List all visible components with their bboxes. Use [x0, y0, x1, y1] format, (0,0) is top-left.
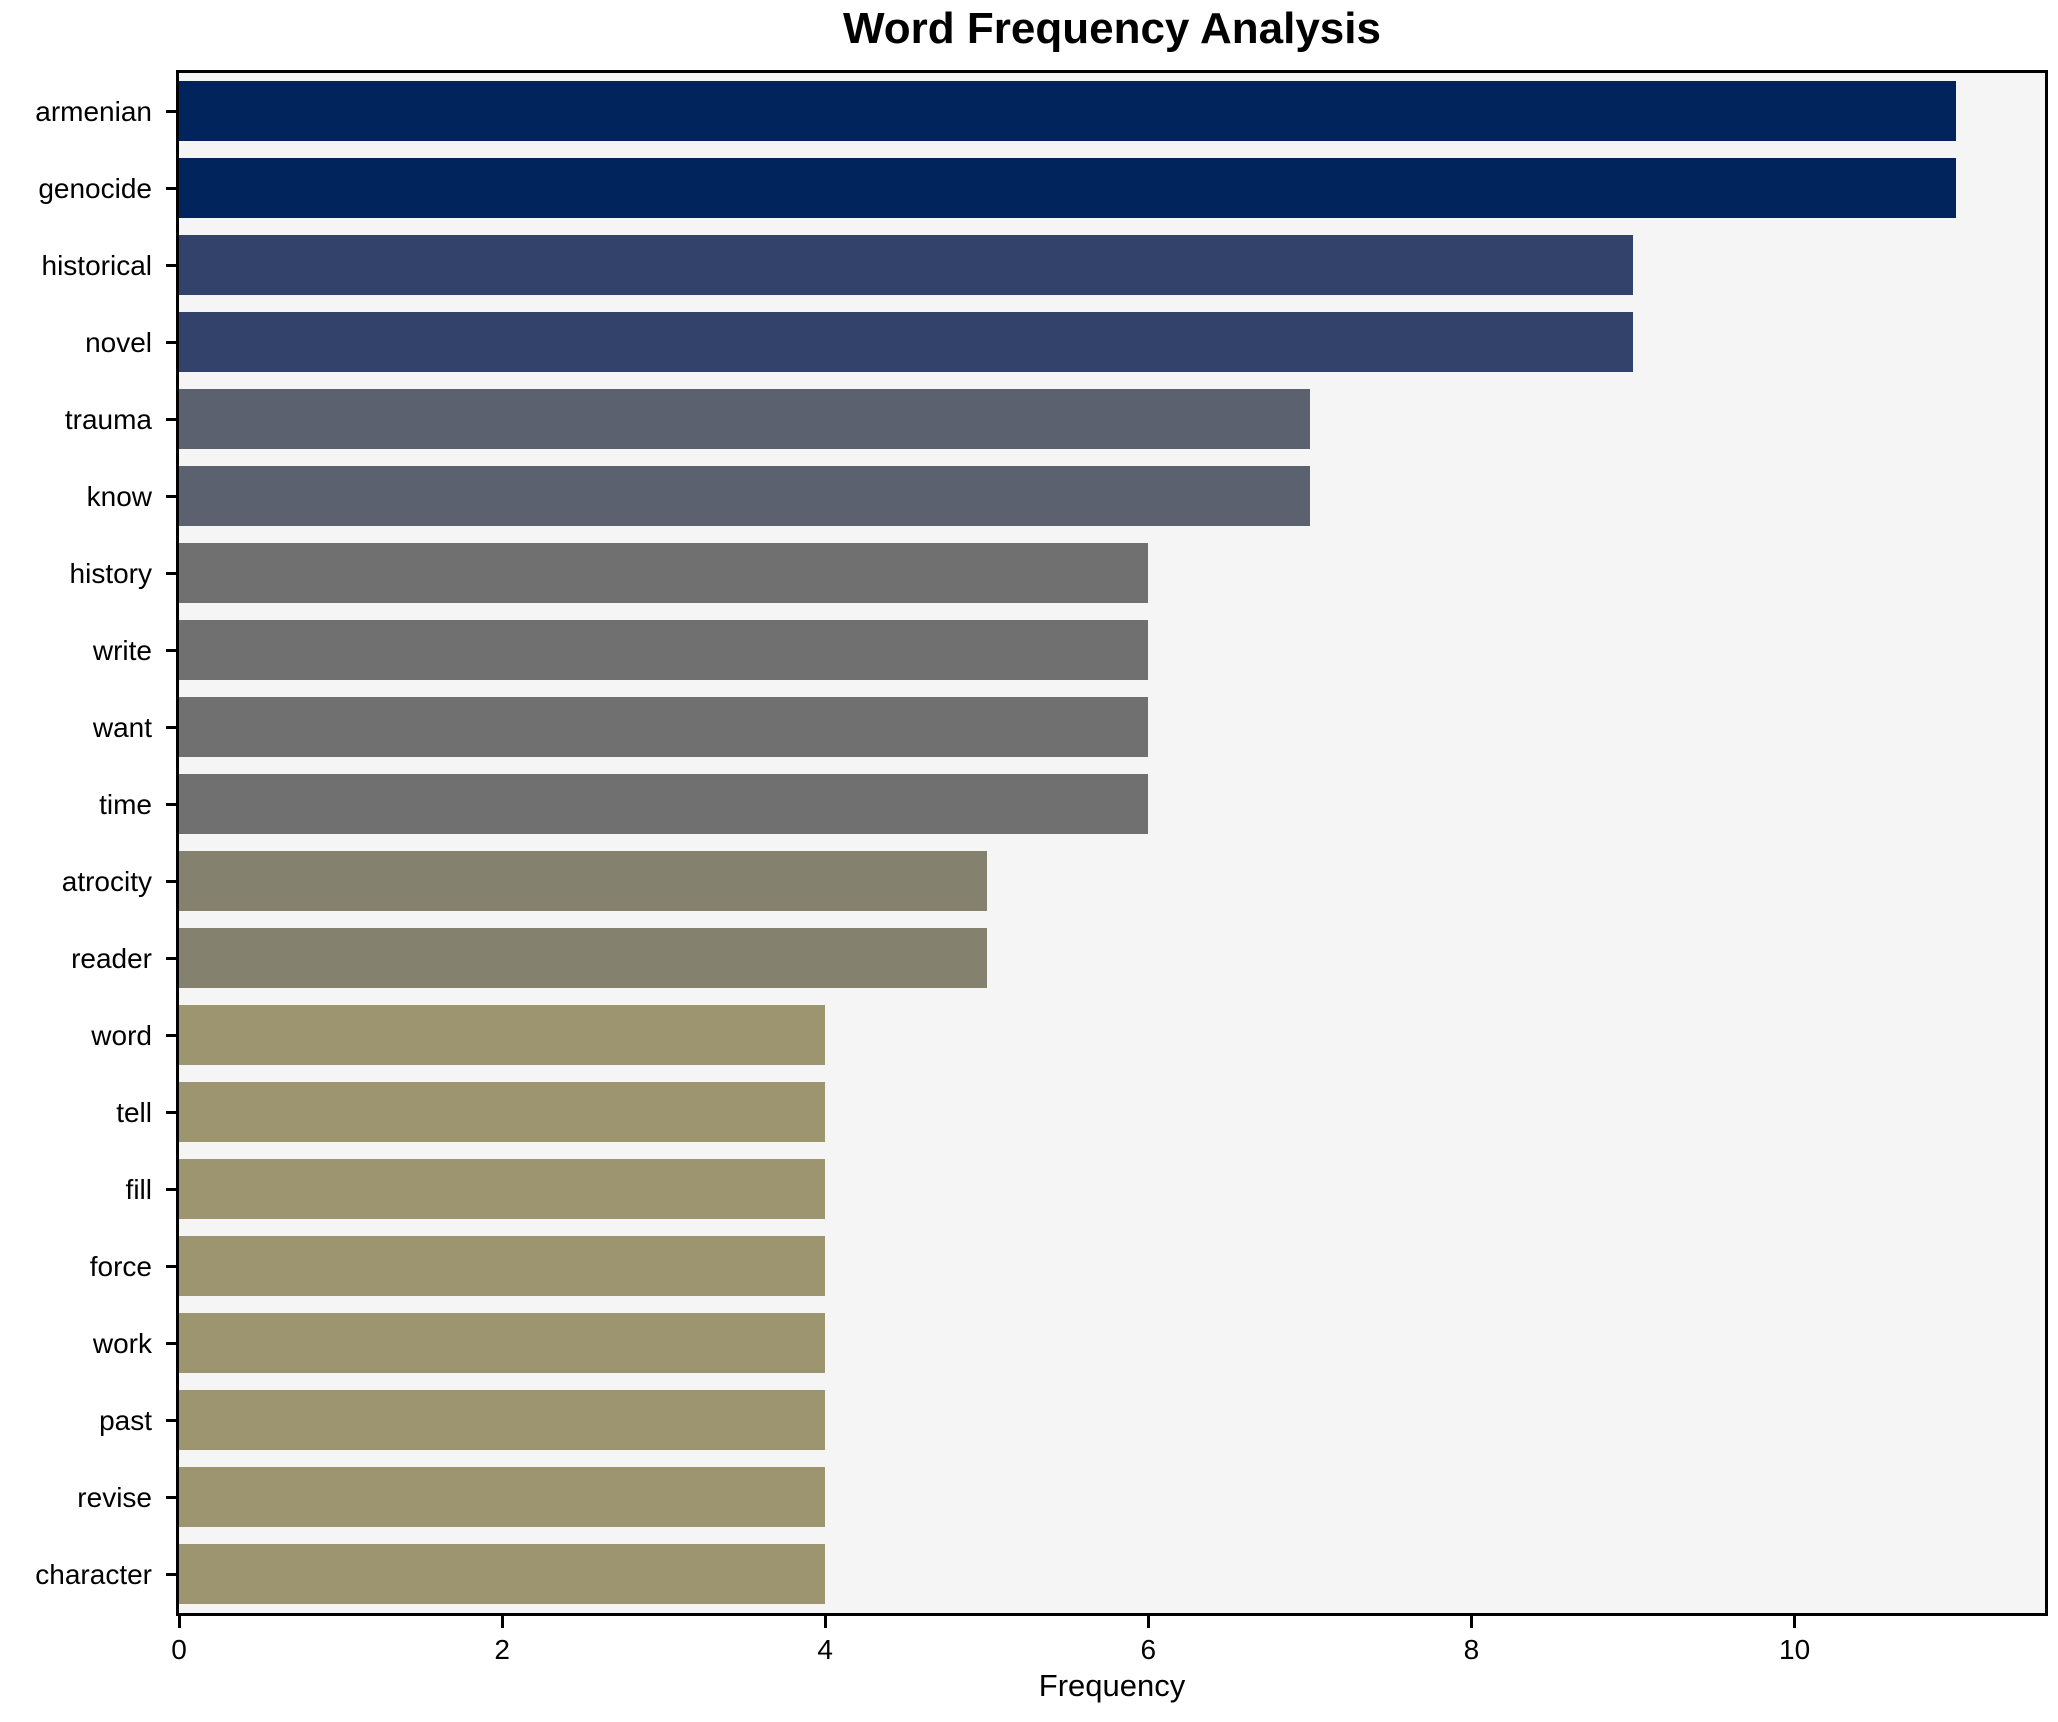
bar-row-tell: [179, 1074, 2045, 1151]
y-tick-label-want: want: [92, 712, 152, 743]
x-tick-mark-2: [500, 1616, 504, 1628]
bar-work: [179, 1313, 826, 1373]
bar-want: [179, 697, 1149, 757]
x-tick-mark-6: [1146, 1616, 1150, 1628]
bar-row-character: [179, 1536, 2045, 1613]
x-tick-mark-0: [177, 1616, 181, 1628]
y-axis-labels: armenian genocide historical novel trauma kno…: [0, 73, 166, 1613]
y-tick-label-revise: revise: [77, 1482, 152, 1513]
bars-layer: [179, 73, 2045, 1613]
bar-historical: [179, 235, 1634, 295]
bar-row-atrocity: [179, 843, 2045, 920]
bar-write: [179, 620, 1149, 680]
y-tick-mark-know: [166, 495, 176, 498]
bar-row-write: [179, 612, 2045, 689]
y-tick-mark-history: [166, 572, 176, 575]
y-tick-mark-force: [166, 1265, 176, 1268]
y-tick-label-tell: tell: [116, 1097, 152, 1128]
y-tick-label-history: history: [69, 558, 152, 589]
bar-row-fill: [179, 1151, 2045, 1228]
bar-trauma: [179, 389, 1310, 449]
y-tick-mark-time: [166, 803, 176, 806]
x-tick-label-0: 0: [171, 1634, 187, 1665]
bar-row-want: [179, 689, 2045, 766]
bar-row-history: [179, 535, 2045, 612]
bar-row-genocide: [179, 150, 2045, 227]
y-tick-mark-revise: [166, 1496, 176, 1499]
y-tick-mark-fill: [166, 1188, 176, 1191]
bar-row-know: [179, 458, 2045, 535]
y-tick-label-know: know: [86, 481, 152, 512]
x-axis-label: Frequency: [1038, 1668, 1186, 1703]
y-tick-mark-historical: [166, 264, 176, 267]
bar-row-force: [179, 1228, 2045, 1305]
y-tick-label-write: write: [92, 635, 152, 666]
bar-row-work: [179, 1305, 2045, 1382]
y-tick-mark-atrocity: [166, 880, 176, 883]
x-tick-mark-4: [823, 1616, 827, 1628]
y-tick-label-trauma: trauma: [64, 404, 152, 435]
y-tick-label-historical: historical: [41, 250, 152, 281]
y-tick-mark-work: [166, 1342, 176, 1345]
bar-row-reader: [179, 920, 2045, 997]
bar-row-revise: [179, 1459, 2045, 1536]
x-tick-label-10: 10: [1779, 1634, 1811, 1665]
bar-character: [179, 1544, 826, 1604]
y-tick-mark-genocide: [166, 187, 176, 190]
y-tick-mark-past: [166, 1419, 176, 1422]
y-tick-mark-trauma: [166, 418, 176, 421]
bar-history: [179, 543, 1149, 603]
y-tick-label-armenian: armenian: [35, 96, 152, 127]
y-tick-label-genocide: genocide: [38, 173, 152, 204]
y-tick-label-word: word: [91, 1020, 152, 1051]
y-tick-mark-novel: [166, 341, 176, 344]
plot-area: [176, 70, 2048, 1616]
y-tick-label-time: time: [99, 789, 152, 820]
y-tick-mark-tell: [166, 1111, 176, 1114]
y-tick-label-novel: novel: [85, 327, 152, 358]
bar-row-historical: [179, 227, 2045, 304]
bar-row-novel: [179, 304, 2045, 381]
y-tick-label-character: character: [35, 1559, 152, 1590]
bar-genocide: [179, 158, 1957, 218]
y-tick-label-reader: reader: [71, 943, 152, 974]
y-tick-label-past: past: [99, 1405, 152, 1436]
x-tick-mark-8: [1469, 1616, 1473, 1628]
x-tick-label-6: 6: [1140, 1634, 1157, 1665]
bar-row-time: [179, 766, 2045, 843]
y-tick-label-force: force: [89, 1251, 152, 1282]
x-tick-label-2: 2: [494, 1634, 510, 1665]
y-tick-label-work: work: [92, 1328, 152, 1359]
x-tick-mark-10: [1793, 1616, 1797, 1628]
bar-force: [179, 1236, 826, 1296]
bar-row-armenian: [179, 73, 2045, 150]
bar-word: [179, 1005, 826, 1065]
y-tick-mark-armenian: [166, 110, 176, 113]
y-tick-mark-write: [166, 649, 176, 652]
y-tick-mark-character: [166, 1573, 176, 1576]
bar-armenian: [179, 81, 1957, 141]
bar-row-trauma: [179, 381, 2045, 458]
y-tick-label-fill: fill: [125, 1174, 152, 1205]
y-tick-label-atrocity: atrocity: [61, 866, 152, 897]
y-tick-mark-want: [166, 726, 176, 729]
bar-know: [179, 466, 1310, 526]
bar-row-past: [179, 1382, 2045, 1459]
bar-row-word: [179, 997, 2045, 1074]
bar-atrocity: [179, 851, 987, 911]
bar-tell: [179, 1082, 826, 1142]
y-tick-mark-reader: [166, 957, 176, 960]
bar-novel: [179, 312, 1634, 372]
bar-past: [179, 1390, 826, 1450]
chart-title: Word Frequency Analysis: [843, 4, 1381, 53]
x-tick-label-4: 4: [817, 1634, 833, 1665]
bar-revise: [179, 1467, 826, 1527]
bar-fill: [179, 1159, 826, 1219]
bar-reader: [179, 928, 987, 988]
bar-time: [179, 774, 1149, 834]
y-tick-mark-word: [166, 1034, 176, 1037]
x-tick-label-8: 8: [1463, 1634, 1480, 1665]
